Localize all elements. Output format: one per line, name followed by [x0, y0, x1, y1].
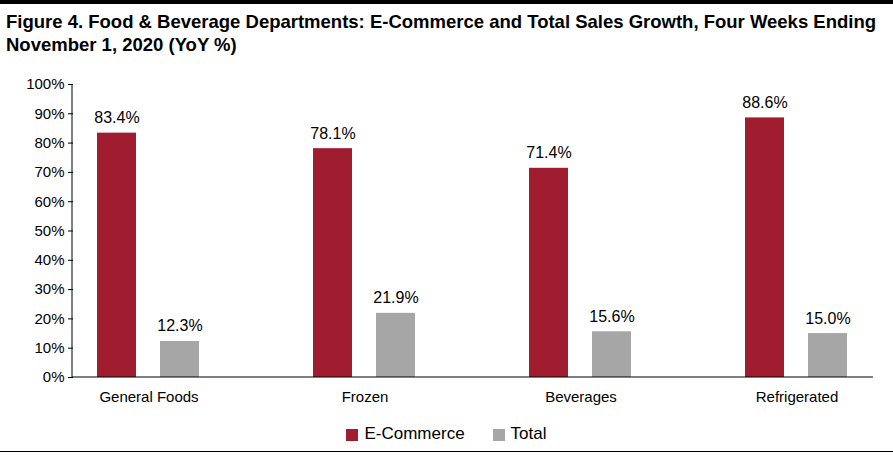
- svg-text:15.6%: 15.6%: [589, 308, 634, 325]
- html-text:Total: Total: [510, 424, 547, 443]
- svg-text:88.6%: 88.6%: [742, 94, 787, 111]
- svg-text:40%: 40%: [34, 251, 64, 268]
- svg-text:90%: 90%: [34, 105, 64, 122]
- svg-text:30%: 30%: [34, 280, 64, 297]
- svg-text:50%: 50%: [34, 222, 64, 239]
- svg-text:General Foods: General Foods: [99, 388, 198, 405]
- svg-text:10%: 10%: [34, 339, 64, 356]
- svg-text:15.0%: 15.0%: [805, 310, 850, 327]
- svg-text:12.3%: 12.3%: [157, 317, 202, 334]
- svg-text:21.9%: 21.9%: [373, 289, 418, 306]
- svg-text:70%: 70%: [34, 163, 64, 180]
- svg-text:80%: 80%: [34, 134, 64, 151]
- html-text:E-Commerce: E-Commerce: [364, 424, 465, 443]
- svg-text:20%: 20%: [34, 310, 64, 327]
- html-text:Figure 4. Food & Beverage Depa: Figure 4. Food & Beverage Departments: E…: [6, 11, 876, 55]
- svg-text:100%: 100%: [26, 75, 64, 92]
- svg-text:78.1%: 78.1%: [310, 125, 355, 142]
- svg-text:60%: 60%: [34, 193, 64, 210]
- svg-text:Frozen: Frozen: [342, 388, 389, 405]
- svg-text:83.4%: 83.4%: [94, 109, 139, 126]
- svg-text:Beverages: Beverages: [545, 388, 617, 405]
- svg-text:0%: 0%: [43, 368, 65, 385]
- svg-text:Refrigerated: Refrigerated: [756, 388, 839, 405]
- svg-text:71.4%: 71.4%: [526, 144, 571, 161]
